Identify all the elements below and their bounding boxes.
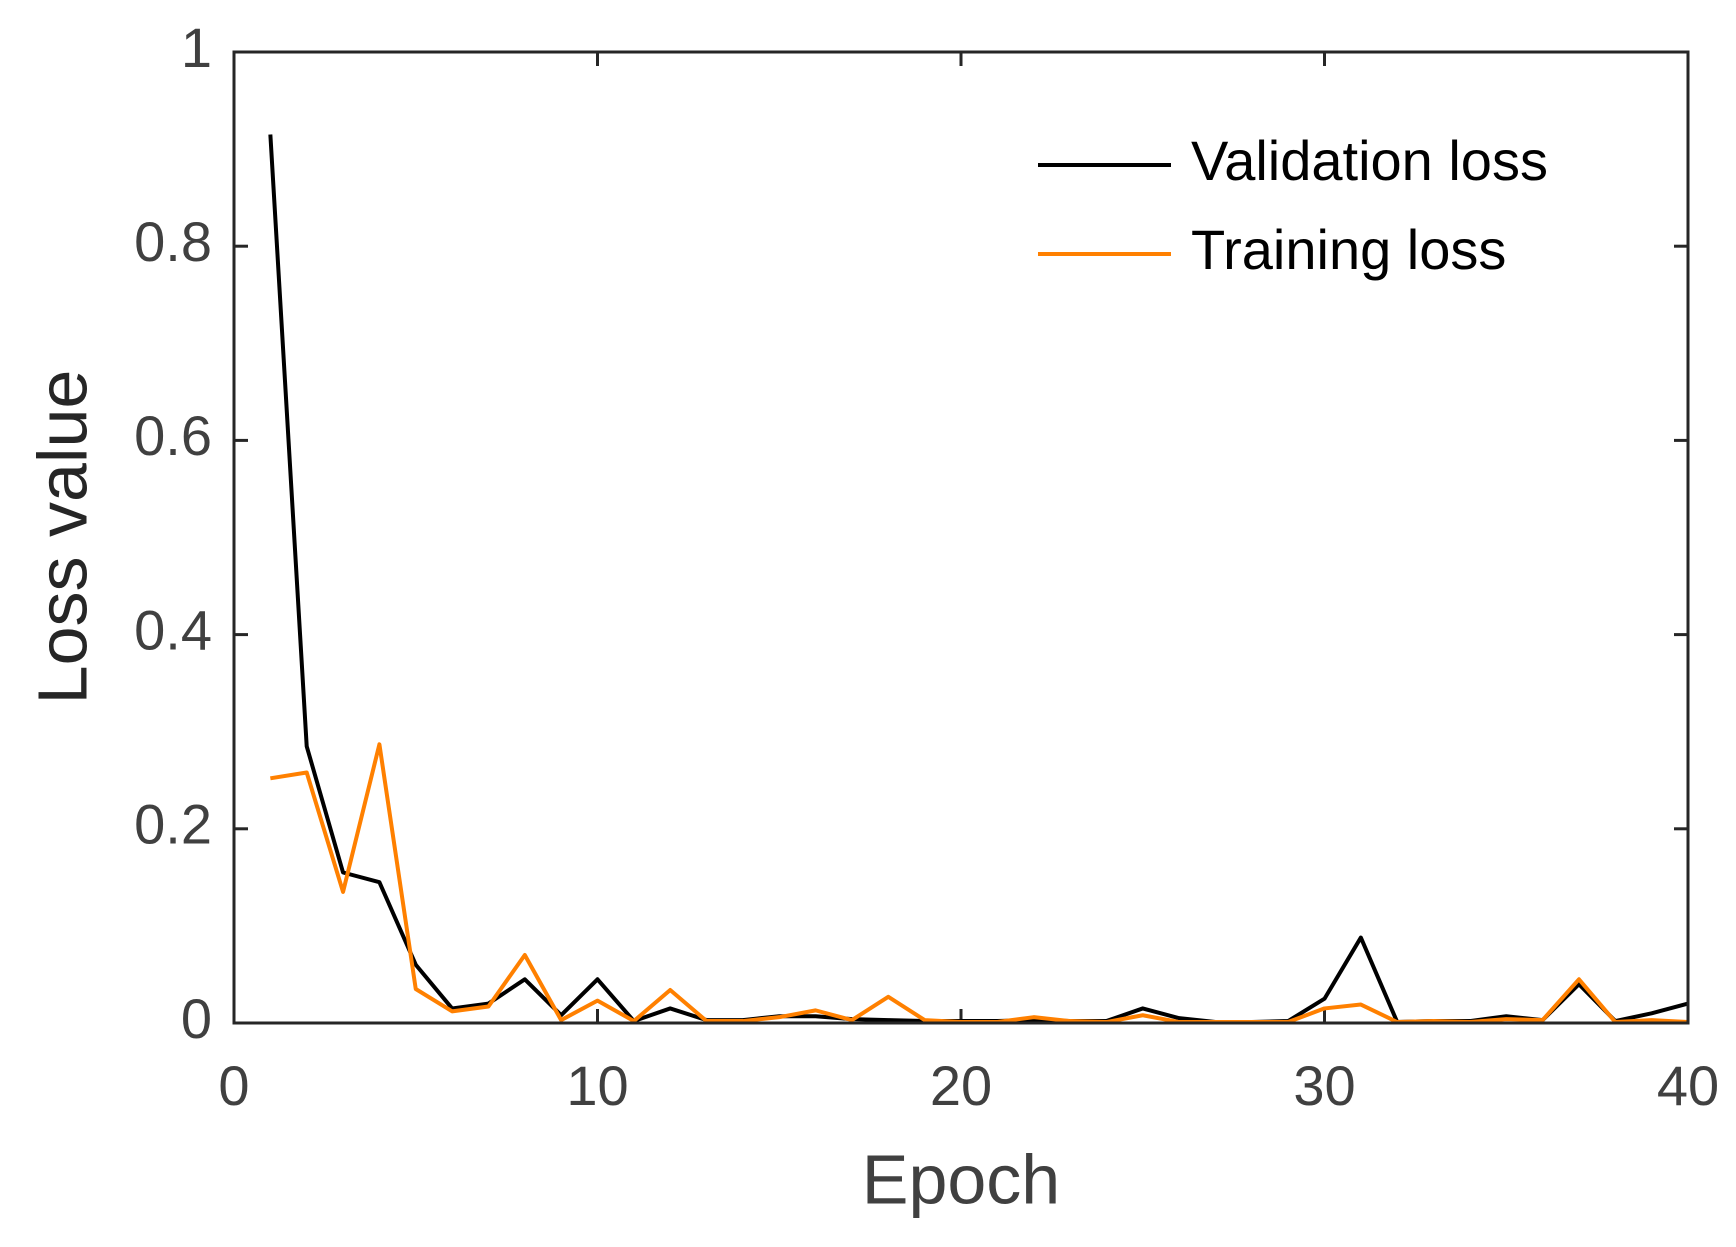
y-tick-label: 0 [181,987,212,1050]
data-line [270,742,1689,1025]
x-tick-label: 40 [1657,1054,1719,1117]
x-tick-label: 0 [218,1054,249,1117]
x-axis-label: Epoch [862,1140,1060,1218]
plot-frame [232,50,1690,1025]
x-tick-label: 10 [566,1054,628,1117]
y-tick-label: 0.2 [134,793,212,856]
y-axis-label: Loss value [23,370,101,705]
x-tick-label: 30 [1293,1054,1355,1117]
legend-label: Training loss [1191,218,1506,281]
y-tick-label: 1 [181,16,212,79]
x-tick-label: 20 [930,1054,992,1117]
y-tick-label: 0.6 [134,404,212,467]
y-tick-label: 0.8 [134,210,212,273]
y-tick-label: 0.4 [134,598,212,661]
legend-label: Validation loss [1191,129,1548,192]
